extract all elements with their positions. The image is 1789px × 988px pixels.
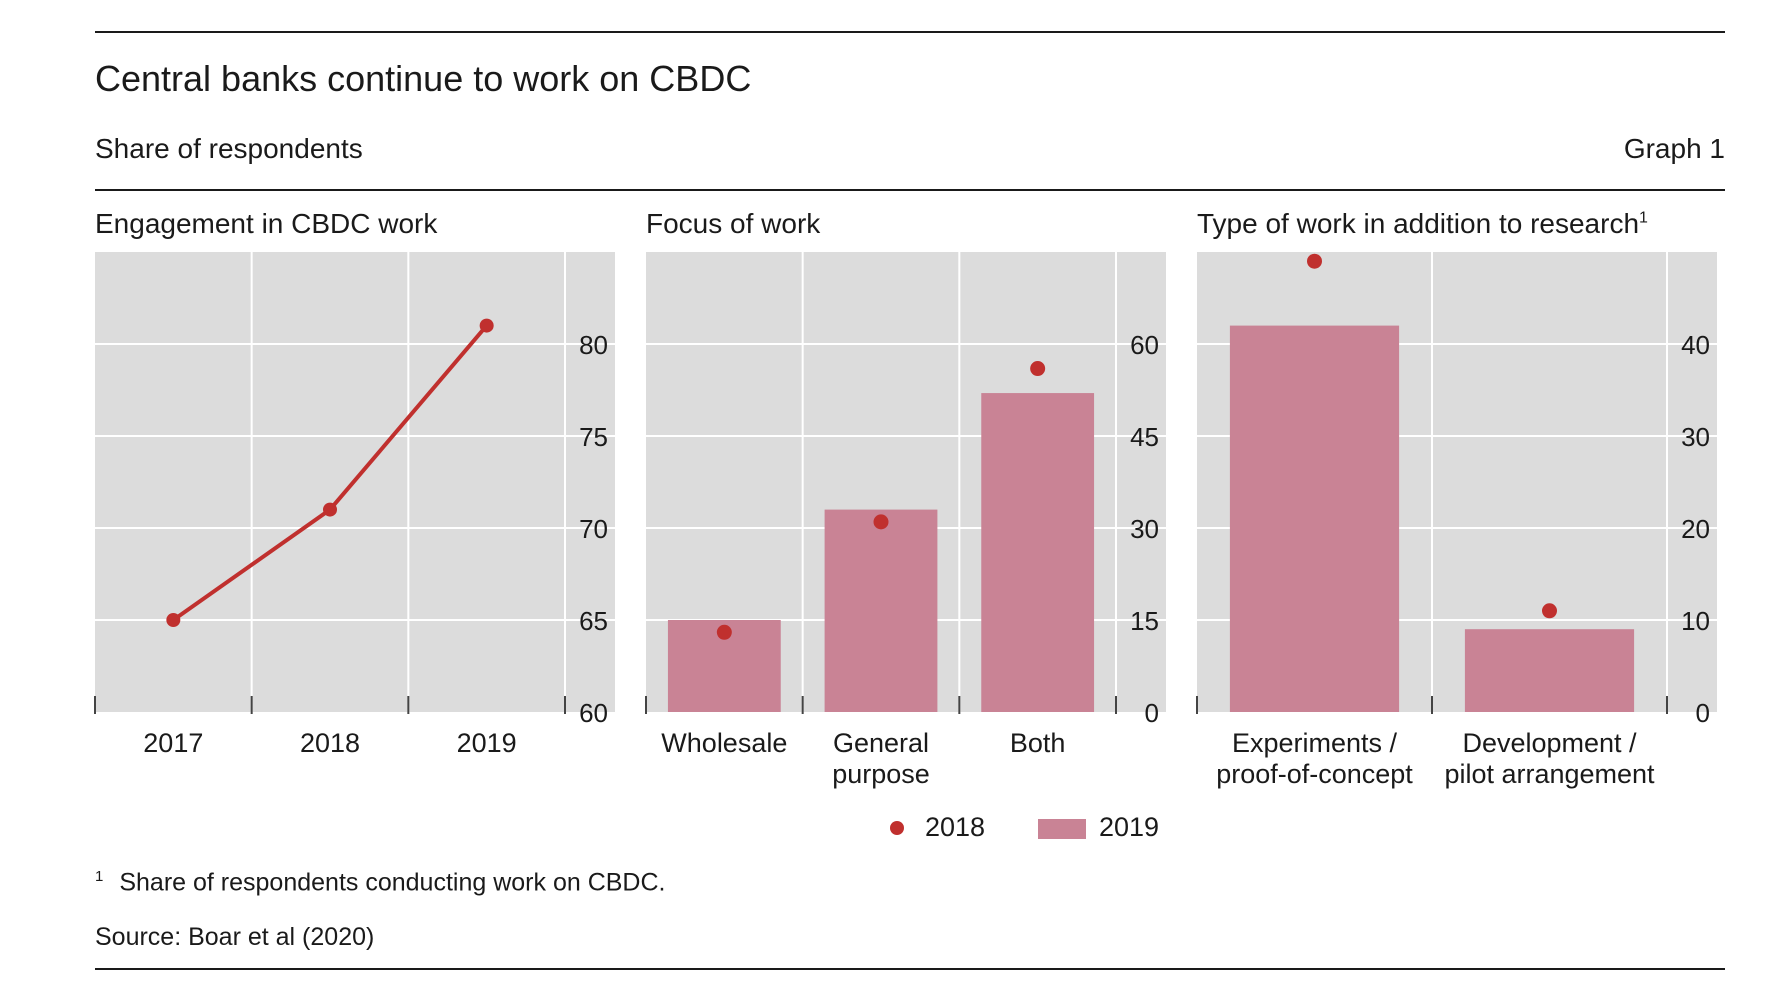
- y-tick-label: 0: [1696, 698, 1710, 728]
- data-point: [166, 613, 181, 627]
- source-note: Source: Boar et al (2020): [95, 923, 375, 951]
- y-tick-label: 60: [1130, 330, 1159, 360]
- x-category-label: pilot arrangement: [1444, 759, 1655, 789]
- dot-2018: [1542, 603, 1557, 619]
- data-point: [323, 502, 337, 517]
- y-tick-label: 40: [1681, 330, 1710, 360]
- bar-2019: [824, 509, 938, 712]
- footnote-ref: 1: [1639, 209, 1648, 227]
- y-tick-label: 70: [579, 514, 608, 544]
- footnote-mark: 1: [95, 868, 104, 885]
- bar-2019: [1464, 629, 1635, 712]
- legend-bar-icon: [1038, 819, 1086, 839]
- y-tick-label: 30: [1130, 514, 1159, 544]
- y-tick-label: 65: [579, 606, 608, 636]
- x-category-label: proof-of-concept: [1216, 759, 1413, 789]
- y-tick-label: 75: [579, 422, 608, 452]
- legend-dot-icon: [890, 821, 904, 835]
- footnote: 1 Share of respondents conducting work on…: [95, 868, 665, 897]
- y-tick-label: 45: [1130, 422, 1159, 452]
- y-tick-label: 60: [579, 698, 608, 728]
- engagement-chart: 60 65 70 75 80 2017 2018 2019: [94, 252, 615, 758]
- page-subtitle: Share of respondents: [95, 133, 363, 164]
- type-of-work-chart: 0 10 20 30 40 Experiments /proof-of-concept De…: [1196, 252, 1717, 789]
- header-rule: [95, 189, 1725, 191]
- footnote-text: Share of respondents conducting work on …: [119, 868, 666, 897]
- bar-2019: [981, 393, 1095, 712]
- x-category-label: Wholesale: [661, 728, 787, 758]
- dot-2018: [1030, 361, 1046, 377]
- bar-2019: [1229, 325, 1400, 712]
- panel-title-type: Type of work in addition to research1: [1197, 208, 1648, 240]
- y-tick-label: 10: [1681, 606, 1710, 636]
- panel-title-focus: Focus of work: [646, 208, 820, 240]
- panel-title-text: Focus of work: [646, 208, 821, 239]
- dot-2018: [1307, 253, 1322, 269]
- x-category-label: purpose: [832, 759, 930, 789]
- x-category-label: 2017: [143, 728, 203, 758]
- legend: 2018 2019: [888, 812, 1178, 844]
- x-category-label: Experiments /: [1232, 728, 1398, 758]
- x-category-label: 2018: [300, 728, 360, 758]
- dot-2018: [873, 514, 889, 530]
- y-tick-label: 30: [1681, 422, 1710, 452]
- x-category-label: 2019: [457, 728, 517, 758]
- panel-title-text: Type of work in addition to research: [1197, 208, 1640, 239]
- graph-label: Graph 1: [1623, 133, 1725, 164]
- y-tick-label: 80: [579, 330, 608, 360]
- panel-title-text: Engagement in CBDC work: [95, 208, 438, 239]
- y-tick-label: 15: [1130, 606, 1159, 636]
- legend-label-2019: 2019: [1099, 812, 1160, 842]
- x-category-label: Both: [1010, 728, 1066, 758]
- bottom-rule: [95, 968, 1725, 970]
- dot-2018: [716, 624, 732, 640]
- x-category-label: Development /: [1462, 728, 1637, 758]
- legend-label-2018: 2018: [925, 812, 986, 842]
- top-rule: [95, 31, 1725, 33]
- panel-title-engagement: Engagement in CBDC work: [95, 208, 437, 240]
- data-point: [479, 318, 494, 333]
- x-category-label: General: [833, 728, 929, 758]
- y-tick-label: 0: [1145, 698, 1159, 728]
- y-tick-label: 20: [1681, 514, 1710, 544]
- page-title: Central banks continue to work on CBDC: [95, 58, 752, 99]
